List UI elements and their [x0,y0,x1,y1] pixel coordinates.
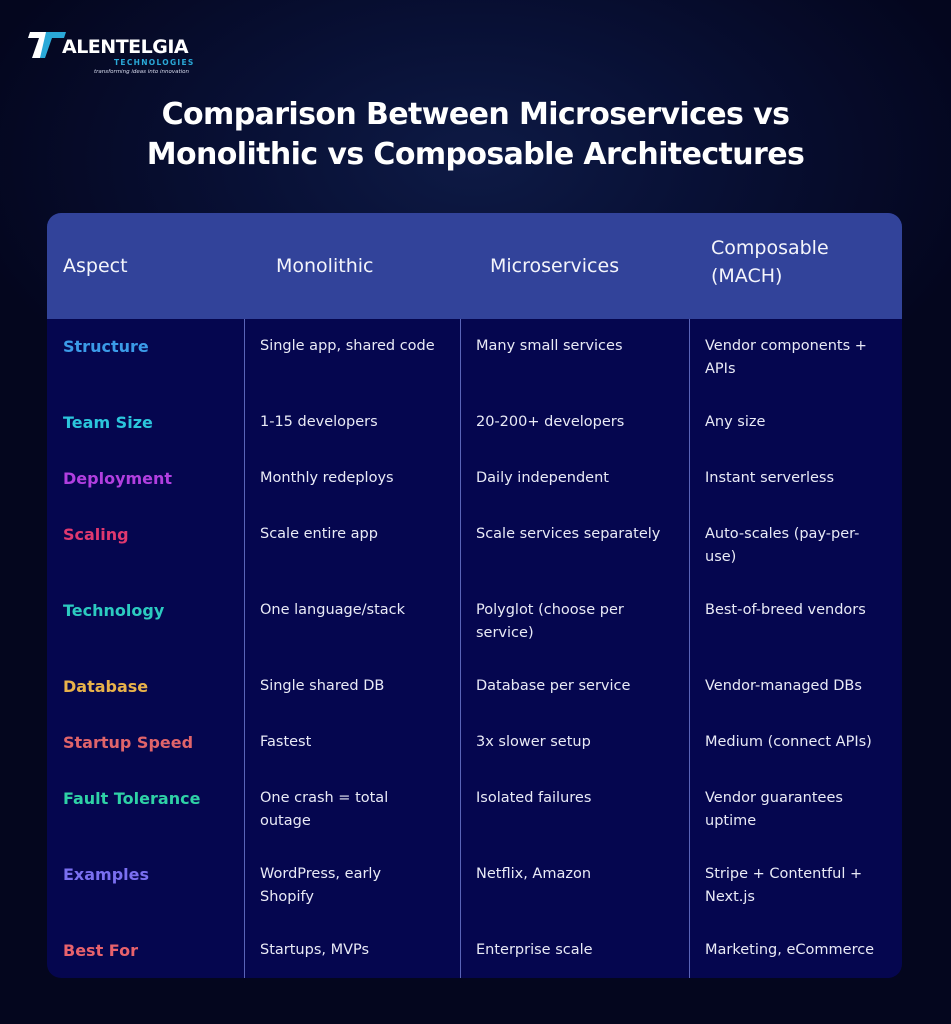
header-aspect: Aspect [63,213,128,319]
brand-tagline: transforming ideas into innovation [94,69,190,75]
cell-composable: Stripe + Contentful + Next.js [705,866,863,905]
brand-subtitle: TECHNOLOGIES [114,58,195,67]
cell-microservices: Netflix, Amazon [476,866,592,882]
header-microservices: Microservices [490,213,619,319]
cell-microservices: Daily independent [476,470,609,486]
cell-monolithic: Monthly redeploys [260,470,394,486]
comparison-table: Aspect Monolithic Microservices Composab… [47,213,902,978]
cell-composable: Vendor-managed DBs [705,678,862,694]
cell-composable: Any size [705,414,766,430]
cell-composable: Vendor guarantees uptime [705,790,843,829]
cell-microservices: Scale services separately [476,526,661,542]
cell-microservices: Enterprise scale [476,942,593,958]
cell-composable: Marketing, eCommerce [705,942,875,958]
cell-composable: Vendor components + APIs [705,338,867,377]
cell-monolithic: Scale entire app [260,526,378,542]
cell-monolithic: One crash = total outage [260,790,389,829]
header-microservices-label: Microservices [490,255,620,277]
cell-monolithic: Single app, shared code [260,338,435,354]
aspect-label: Team Size [63,413,153,432]
cell-monolithic: Fastest [260,734,312,750]
cell-composable: Best-of-breed vendors [705,602,866,618]
column-divider [689,319,690,978]
header-monolithic: Monolithic [276,213,373,319]
table-header: Aspect Monolithic Microservices Composab… [47,213,902,319]
brand-logo: ALENTELGIA TECHNOLOGIES transforming ide… [28,28,193,76]
column-divider [460,319,461,978]
aspect-label: Deployment [63,469,173,488]
cell-microservices: 20-200+ developers [476,414,625,430]
aspect-label: Technology [63,601,165,620]
header-monolithic-label: Monolithic [276,255,374,277]
cell-composable: Instant serverless [705,470,835,486]
header-composable: Composable (MACH) [711,213,829,315]
column-divider [244,319,245,978]
cell-monolithic: WordPress, early Shopify [260,866,382,905]
page-title: Comparison Between Microservices vs Mono… [0,95,951,175]
cell-composable: Medium (connect APIs) [705,734,872,750]
header-aspect-label: Aspect [63,255,128,277]
aspect-label: Database [63,677,149,696]
cell-microservices: Many small services [476,338,623,354]
brand-name: ALENTELGIA [62,36,189,58]
cell-microservices: 3x slower setup [476,734,591,750]
cell-composable: Auto-scales (pay-per-use) [705,526,860,565]
cell-monolithic: 1-15 developers [260,414,378,430]
aspect-label: Fault Tolerance [63,789,201,808]
page-title-line-1: Comparison Between Microservices vs [161,97,790,132]
cell-monolithic: Startups, MVPs [260,942,370,958]
cell-microservices: Isolated failures [476,790,592,806]
page-title-line-2: Monolithic vs Composable Architectures [146,137,805,172]
aspect-label: Structure [63,337,149,356]
cell-monolithic: One language/stack [260,602,406,618]
aspect-label: Startup Speed [63,733,194,752]
cell-microservices: Polyglot (choose per service) [476,602,624,641]
header-composable-line-1: Composable [711,237,829,259]
aspect-label: Best For [63,941,138,960]
aspect-label: Scaling [63,525,129,544]
header-composable-line-2: (MACH) [711,265,783,287]
aspect-label: Examples [63,865,150,884]
cell-monolithic: Single shared DB [260,678,385,694]
cell-microservices: Database per service [476,678,631,694]
logo-mark-icon [28,32,66,58]
